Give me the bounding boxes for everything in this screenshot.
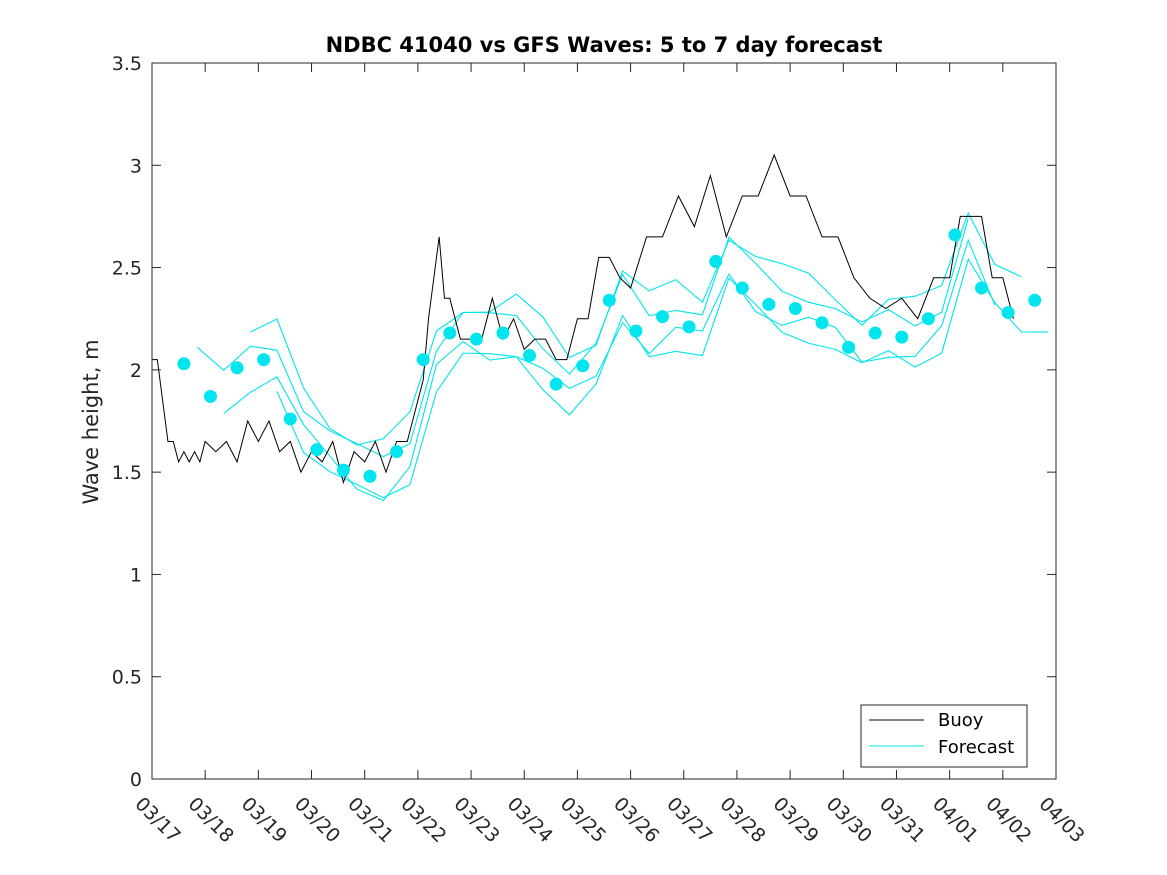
- x-tick-label: 04/01: [928, 793, 982, 847]
- forecast-point: [815, 316, 829, 330]
- forecast-point: [629, 324, 643, 338]
- forecast-point: [948, 228, 962, 242]
- legend-box: [860, 704, 1028, 768]
- forecast-point: [283, 412, 297, 426]
- x-tick-label: 03/25: [556, 793, 610, 847]
- y-tick-label: 0: [130, 769, 142, 791]
- x-tick-label: 04/03: [1034, 793, 1088, 847]
- legend: Buoy Forecast: [860, 704, 1028, 768]
- forecast-point: [895, 330, 909, 344]
- forecast-point: [1001, 306, 1015, 320]
- x-tick-label: 03/20: [290, 793, 344, 847]
- forecast-point: [230, 361, 244, 375]
- forecast-point: [469, 332, 483, 346]
- plot-layer: [152, 153, 1049, 502]
- forecast-point: [496, 326, 510, 340]
- forecast-ensemble-line: [223, 238, 996, 502]
- forecast-point: [416, 353, 430, 367]
- y-tick-label: 1: [130, 564, 142, 586]
- x-tick-label: 03/26: [609, 793, 663, 847]
- y-tick-label: 2: [130, 360, 142, 382]
- forecast-ensemble-line: [196, 218, 969, 458]
- forecast-point: [390, 445, 404, 459]
- forecast-point: [177, 357, 191, 371]
- forecast-ensemble-line: [250, 211, 1022, 446]
- forecast-ensemble-line: [276, 257, 1049, 499]
- forecast-point: [257, 353, 271, 367]
- chart-title: NDBC 41040 vs GFS Waves: 5 to 7 day fore…: [326, 33, 883, 57]
- y-tick-label: 1.5: [112, 462, 142, 484]
- forecast-point: [868, 326, 882, 340]
- forecast-point: [310, 443, 324, 457]
- x-tick-label: 03/31: [875, 793, 929, 847]
- x-tick-label: 03/19: [237, 793, 291, 847]
- axes-frame: [151, 62, 1057, 780]
- forecast-point: [523, 349, 537, 363]
- legend-buoy-label: Buoy: [938, 710, 984, 731]
- forecast-point: [762, 297, 776, 311]
- forecast-point: [735, 281, 749, 295]
- forecast-point: [842, 340, 856, 354]
- y-axis-label: Wave height, m: [79, 339, 103, 504]
- forecast-point: [709, 254, 723, 268]
- x-tick-label: 03/24: [503, 793, 557, 847]
- forecast-point: [549, 377, 563, 391]
- x-tick-label: 04/02: [981, 793, 1035, 847]
- forecast-point: [1028, 293, 1042, 307]
- y-tick-label: 2.5: [112, 258, 142, 280]
- forecast-point: [203, 389, 217, 403]
- x-tick-label: 03/28: [715, 793, 769, 847]
- forecast-point: [443, 326, 457, 340]
- x-tick-label: 03/23: [450, 793, 504, 847]
- forecast-point: [655, 310, 669, 324]
- y-tick-label: 0.5: [112, 667, 142, 689]
- x-tick-label: 03/22: [396, 793, 450, 847]
- forecast-point: [602, 293, 616, 307]
- x-tick-label: 03/29: [769, 793, 823, 847]
- forecast-point: [921, 312, 935, 326]
- x-tick-label: 03/21: [343, 793, 397, 847]
- x-tick-label: 03/18: [184, 793, 238, 847]
- x-tick-label: 03/17: [130, 793, 184, 847]
- y-tick-label: 3.5: [112, 53, 142, 75]
- forecast-point: [336, 463, 350, 477]
- forecast-point: [363, 469, 377, 483]
- legend-forecast-label: Forecast: [938, 737, 1014, 758]
- forecast-point: [576, 359, 590, 373]
- x-tick-label: 03/30: [822, 793, 876, 847]
- forecast-point: [975, 281, 989, 295]
- x-tick-label: 03/27: [662, 793, 716, 847]
- y-tick-label: 3: [130, 155, 142, 177]
- buoy-line: [152, 153, 1014, 485]
- forecast-point: [788, 301, 802, 315]
- forecast-point: [682, 320, 696, 334]
